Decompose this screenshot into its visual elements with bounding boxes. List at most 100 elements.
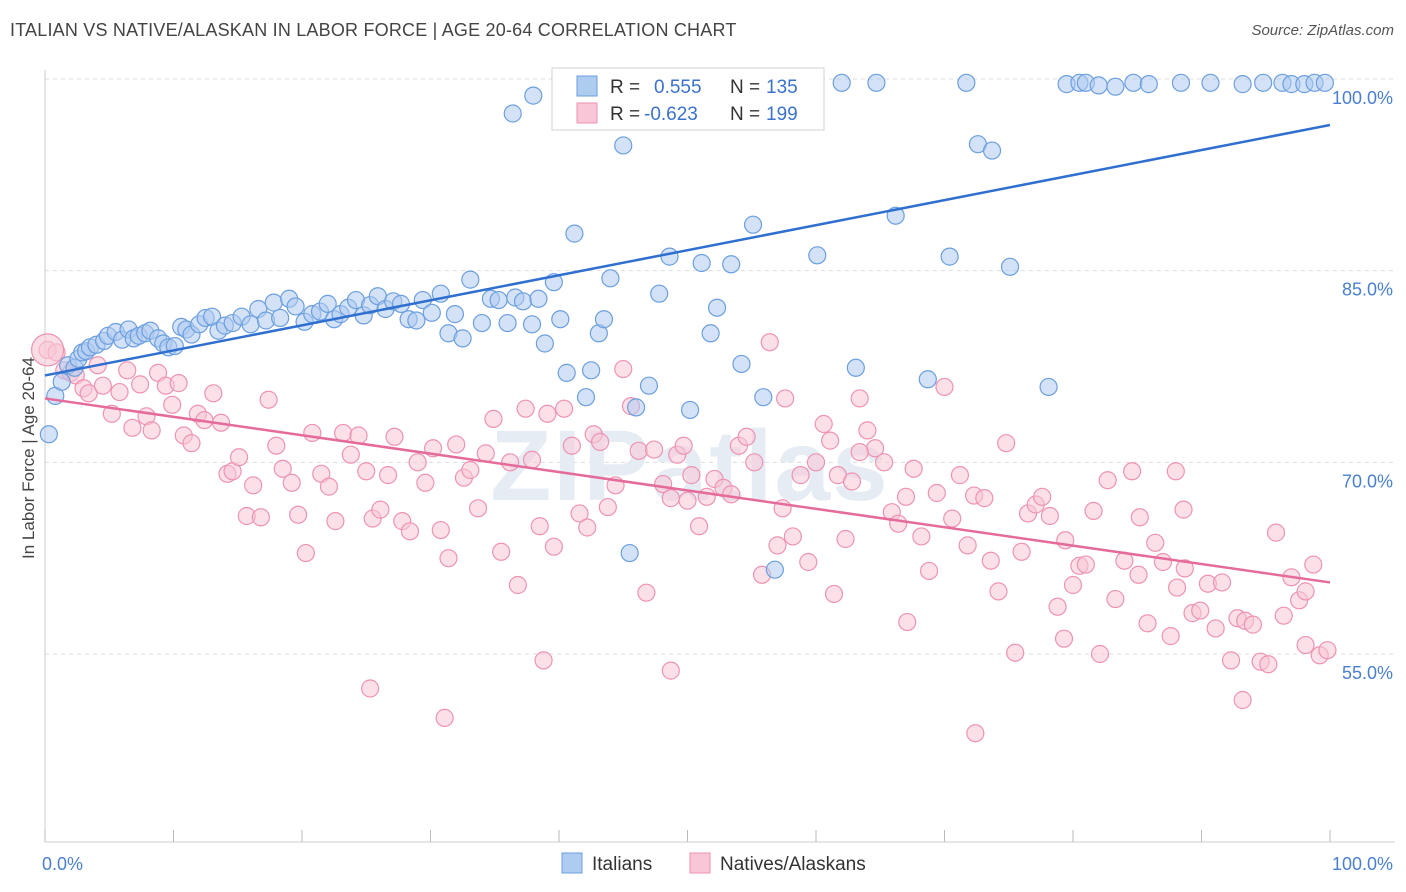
natives-point — [637, 583, 656, 602]
natives-point — [745, 453, 764, 472]
natives-point — [570, 504, 589, 523]
y-tick-label: 85.0% — [1342, 280, 1393, 300]
natives-point — [975, 489, 994, 508]
italians-point — [1089, 76, 1108, 95]
natives-point — [142, 421, 161, 440]
natives-point — [1129, 565, 1148, 584]
natives-point — [182, 434, 201, 453]
natives-point — [251, 508, 270, 527]
natives-point — [722, 485, 741, 504]
x-tick-label-max: 100.0% — [1332, 854, 1393, 874]
natives-trend-line — [44, 397, 1331, 584]
natives-point — [1054, 629, 1074, 648]
natives-point — [943, 509, 962, 528]
natives-point — [508, 575, 527, 595]
legend-n-value-natives: 199 — [766, 104, 798, 125]
natives-point — [447, 435, 466, 454]
natives-point — [385, 427, 404, 446]
natives-point — [682, 466, 701, 485]
natives-point — [341, 445, 360, 464]
natives-point — [997, 434, 1016, 453]
axes — [44, 70, 1395, 843]
italians-point — [264, 293, 283, 312]
natives-point — [289, 505, 308, 524]
italians-trend-line — [44, 123, 1331, 377]
italians-point — [692, 253, 711, 273]
natives-point — [1318, 641, 1337, 660]
natives-point — [1123, 462, 1142, 481]
natives-point — [1033, 487, 1052, 506]
natives-point — [1233, 690, 1252, 710]
natives-point — [110, 382, 129, 402]
italians-point — [765, 560, 784, 579]
italians-point — [445, 305, 465, 324]
natives-point — [1212, 573, 1232, 592]
natives-point — [1221, 651, 1241, 670]
natives-point — [678, 491, 697, 510]
italians-point — [982, 141, 1002, 160]
natives-point — [950, 466, 970, 485]
natives-point — [267, 436, 286, 455]
italians-point — [1039, 377, 1058, 397]
natives-point — [319, 477, 339, 496]
natives-point — [1274, 606, 1293, 625]
legend-r-label-natives: R = — [610, 104, 640, 125]
italians-point — [832, 73, 851, 92]
natives-point — [927, 483, 946, 503]
natives-point — [1084, 501, 1103, 520]
natives-point — [674, 436, 693, 455]
natives-points — [30, 333, 1337, 743]
natives-point — [1130, 508, 1149, 527]
natives-point — [791, 466, 810, 485]
italians-point — [701, 324, 720, 343]
italians-point — [489, 290, 508, 310]
italians-point — [846, 358, 865, 377]
natives-point — [123, 418, 142, 437]
legend-n-label-italians: N = — [730, 77, 760, 98]
natives-point — [578, 518, 597, 537]
natives-point — [1138, 614, 1157, 633]
italians-point — [524, 86, 543, 105]
natives-point — [516, 399, 535, 418]
natives-point — [431, 520, 450, 540]
natives-point — [530, 517, 549, 536]
natives-point — [435, 708, 454, 727]
natives-point — [555, 399, 574, 418]
natives-point — [273, 459, 292, 478]
natives-point — [1243, 615, 1263, 634]
natives-point — [1304, 555, 1323, 574]
natives-point — [1166, 462, 1185, 481]
legend-r-value-italians: 0.555 — [654, 77, 702, 98]
italians-point — [52, 372, 71, 391]
italians-point — [498, 313, 517, 333]
italians-point — [1233, 75, 1252, 94]
italians-point — [743, 215, 763, 234]
natives-point — [244, 476, 263, 495]
gridlines: 55.0% 70.0% 85.0% 100.0% — [45, 78, 1395, 683]
natives-point — [361, 679, 380, 698]
y-axis-title: In Labor Force | Age 20-64 — [19, 357, 38, 559]
natives-point — [378, 466, 398, 485]
natives-point — [858, 421, 877, 440]
legend: R = 0.555 N = 135 R = -0.623 N = 199 — [551, 67, 825, 131]
italians-point — [503, 104, 522, 123]
italians-point — [522, 315, 542, 334]
natives-point — [408, 453, 427, 472]
italians-point — [650, 284, 669, 303]
italians-point — [551, 310, 570, 329]
italians-point — [557, 363, 576, 382]
natives-point — [1174, 500, 1193, 519]
natives-point — [538, 404, 557, 423]
natives-point — [303, 423, 322, 443]
natives-point — [1006, 643, 1025, 662]
legend-swatch-italians — [576, 75, 598, 97]
italians-point — [318, 294, 337, 313]
natives-point — [1146, 533, 1165, 552]
italians-point — [565, 224, 584, 243]
italians-point — [576, 388, 596, 407]
legend-r-label-italians: R = — [610, 77, 640, 98]
natives-point — [1098, 471, 1117, 490]
legend-swatch-natives — [576, 102, 598, 124]
natives-point — [644, 440, 664, 459]
italians-point — [754, 388, 773, 407]
